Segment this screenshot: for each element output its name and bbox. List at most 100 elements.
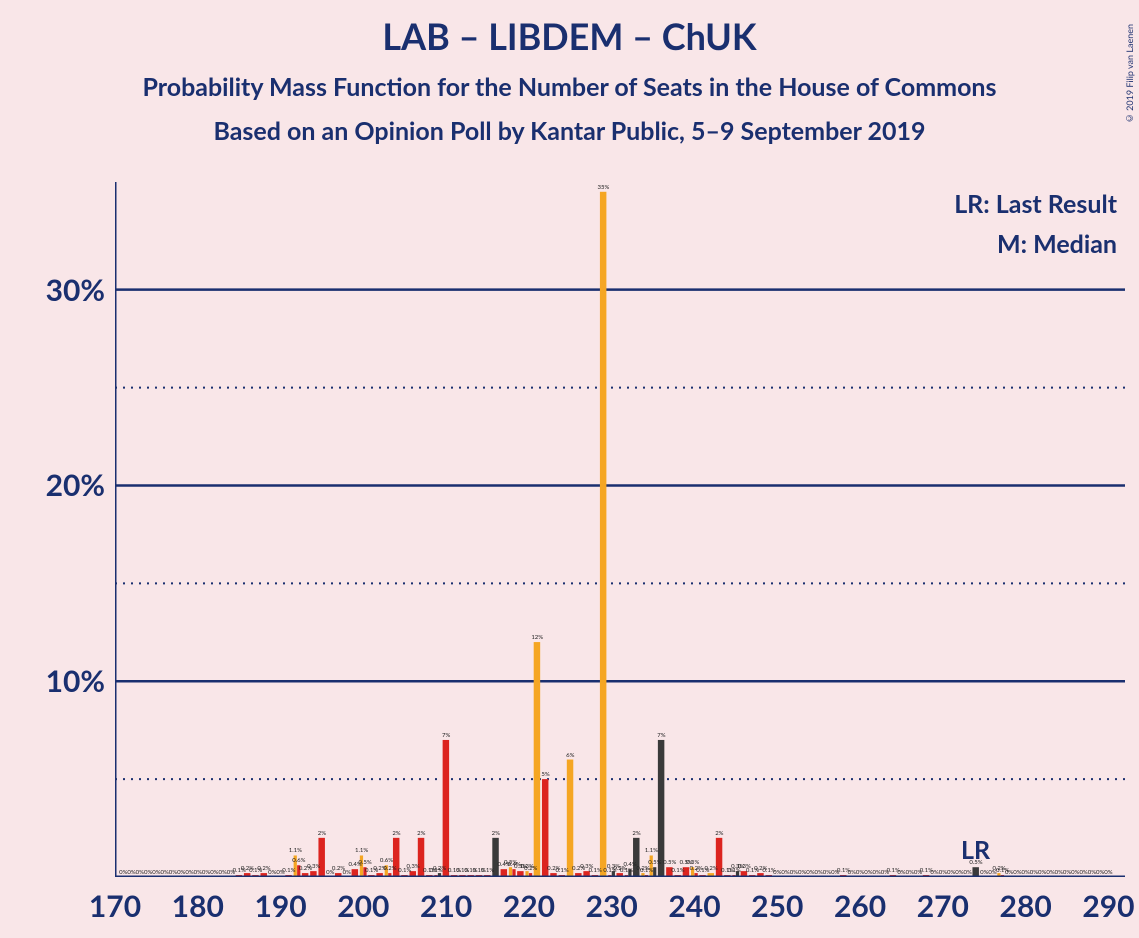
bar	[567, 760, 573, 877]
bar	[443, 740, 449, 877]
bar-value-label: 35%	[598, 184, 610, 191]
bar-value-label: 0%	[119, 869, 127, 876]
bar-value-label: 0%	[1055, 869, 1063, 876]
bar-value-label: 2%	[318, 830, 326, 837]
bar-value-label: 7%	[442, 732, 450, 739]
bar-value-label: 0.1%	[589, 867, 602, 874]
bar-value-label: 0.1%	[481, 867, 494, 874]
bar-value-label: 0%	[939, 869, 947, 876]
x-tick-label: 190	[254, 888, 306, 924]
bar-value-label: 0%	[955, 869, 963, 876]
bar-value-label: 0.5%	[648, 859, 661, 866]
bar-value-label: 0%	[964, 869, 972, 876]
bar-value-label: 0%	[1005, 869, 1013, 876]
bar-value-label: 0%	[798, 869, 806, 876]
bar-value-label: 0%	[343, 869, 351, 876]
bar-value-label: 0.1%	[671, 867, 684, 874]
bar-value-label: 0%	[177, 869, 185, 876]
x-tick-label: 180	[172, 888, 224, 924]
bar-value-label: 0.4%	[623, 861, 636, 868]
x-tick-label: 270	[917, 888, 969, 924]
bar-value-label: 0%	[823, 869, 831, 876]
bar-value-label: 0.6%	[292, 857, 305, 864]
bar-value-label: 2%	[392, 830, 400, 837]
bar-value-label: 7%	[657, 732, 665, 739]
bar	[542, 779, 548, 877]
bar-value-label: 0.1%	[282, 867, 295, 874]
bar-value-label: 5%	[541, 771, 549, 778]
legend-m: M: Median	[997, 229, 1117, 259]
chart-plot-area	[115, 182, 1125, 877]
bar	[534, 642, 540, 877]
x-tick-label: 170	[89, 888, 141, 924]
x-tick-label: 230	[586, 888, 638, 924]
bar	[658, 740, 664, 877]
x-tick-label: 260	[834, 888, 886, 924]
x-tick-label: 280	[1000, 888, 1052, 924]
bar-value-label: 0%	[1088, 869, 1096, 876]
bar-value-label: 0.2%	[704, 865, 717, 872]
bar	[600, 192, 606, 877]
bar-value-label: 1.1%	[289, 847, 302, 854]
bar-value-label: 0%	[185, 869, 193, 876]
bar-value-label: 0%	[815, 869, 823, 876]
bar-value-label: 0%	[1030, 869, 1038, 876]
bar-value-label: 0%	[194, 869, 202, 876]
bar-value-label: 2%	[492, 830, 500, 837]
y-tick-label: 30%	[46, 272, 105, 308]
x-tick-label: 290	[1082, 888, 1134, 924]
legend-lr: LR: Last Result	[954, 189, 1117, 219]
bar-value-label: 0.3%	[406, 863, 419, 870]
x-tick-label: 240	[668, 888, 720, 924]
bar-value-label: 0%	[947, 869, 955, 876]
bar-value-label: 0%	[202, 869, 210, 876]
bar-value-label: 0.6%	[380, 857, 393, 864]
bar-value-label: 0%	[1104, 869, 1112, 876]
bar-value-label: 0%	[781, 869, 789, 876]
bar-value-label: 0%	[930, 869, 938, 876]
x-tick-label: 250	[751, 888, 803, 924]
bar-value-label: 0.2%	[383, 865, 396, 872]
chart-svg	[115, 182, 1125, 877]
bar-value-label: 0%	[210, 869, 218, 876]
bar-value-label: 0%	[268, 869, 276, 876]
bar-value-label: 0%	[856, 869, 864, 876]
bar-value-label: 0.5%	[663, 859, 676, 866]
bar-value-label: 0%	[1096, 869, 1104, 876]
bar-value-label: 0%	[127, 869, 135, 876]
bar-value-label: 0.3%	[307, 863, 320, 870]
chart-title: LAB – LIBDEM – ChUK	[0, 14, 1139, 58]
bar-value-label: 0%	[1021, 869, 1029, 876]
copyright: © 2019 Filip van Laenen	[1124, 24, 1135, 124]
bar-value-label: 0%	[906, 869, 914, 876]
bar-value-label: 2%	[715, 830, 723, 837]
chart-subtitle-1: Probability Mass Function for the Number…	[0, 72, 1139, 102]
bar-value-label: 0%	[897, 869, 905, 876]
bar-value-label: 0%	[1079, 869, 1087, 876]
bar-value-label: 0%	[848, 869, 856, 876]
bar-value-label: 0%	[872, 869, 880, 876]
bar-value-label: 0.5%	[969, 859, 982, 866]
bar-value-label: 1.1%	[355, 847, 368, 854]
bar-value-label: 0%	[980, 869, 988, 876]
bar-value-label: 0%	[1046, 869, 1054, 876]
bar-value-label: 0%	[1038, 869, 1046, 876]
chart-subtitle-2: Based on an Opinion Poll by Kantar Publi…	[0, 116, 1139, 146]
bar-value-label: 12%	[531, 634, 543, 641]
bar-value-label: 0%	[144, 869, 152, 876]
bar-value-label: 0%	[1063, 869, 1071, 876]
y-tick-label: 10%	[46, 663, 105, 699]
bar-value-label: 2%	[417, 830, 425, 837]
bar-value-label: 1.1%	[645, 847, 658, 854]
bar-value-label: 2%	[632, 830, 640, 837]
bar-value-label: 0.2%	[433, 865, 446, 872]
bar-value-label: 6%	[566, 752, 574, 759]
bar-value-label: 0%	[136, 869, 144, 876]
bar-value-label: 0%	[1013, 869, 1021, 876]
bar-value-label: 0%	[161, 869, 169, 876]
x-tick-label: 220	[503, 888, 555, 924]
bar-value-label: 0.1%	[640, 867, 653, 874]
bar-value-label: 0%	[218, 869, 226, 876]
bar-value-label: 0%	[1071, 869, 1079, 876]
x-tick-label: 200	[337, 888, 389, 924]
